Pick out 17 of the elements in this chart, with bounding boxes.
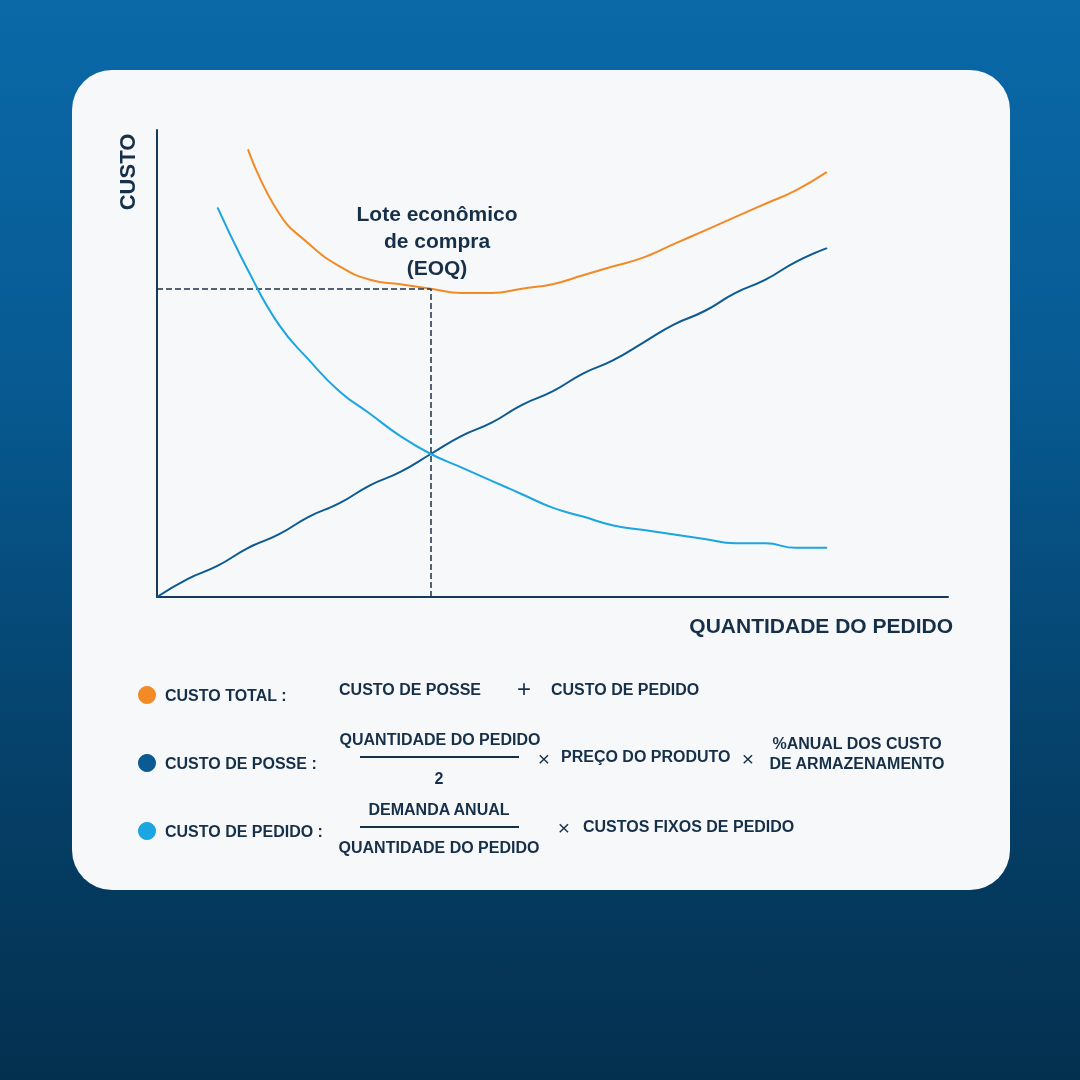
legend-label: CUSTO DE POSSE : bbox=[165, 754, 317, 772]
x-axis-title: QUANTIDADE DO PEDIDO bbox=[689, 614, 953, 638]
y-axis-title: CUSTO bbox=[115, 133, 140, 211]
text: DEMANDA ANUAL bbox=[368, 800, 510, 820]
annotation: Lote econômico de compra (EOQ) bbox=[356, 200, 518, 281]
legend-label: CUSTO TOTAL : bbox=[165, 686, 287, 704]
text: CUSTOS FIXOS DE PEDIDO bbox=[583, 817, 795, 837]
text: %ANUAL DOS CUSTO DE ARMAZENAMENTO bbox=[769, 734, 945, 774]
legend-label: CUSTO DE PEDIDO : bbox=[165, 822, 323, 840]
text: CUSTO DE PEDIDO bbox=[551, 680, 700, 700]
text: QUANTIDADE DO PEDIDO bbox=[338, 838, 540, 858]
text: PREÇO DO PRODUTO bbox=[561, 747, 731, 767]
text: × bbox=[741, 745, 755, 771]
text: × bbox=[557, 814, 571, 840]
text: + bbox=[516, 675, 532, 703]
text: CUSTO DE POSSE bbox=[339, 680, 481, 700]
text: 2 bbox=[434, 769, 444, 789]
